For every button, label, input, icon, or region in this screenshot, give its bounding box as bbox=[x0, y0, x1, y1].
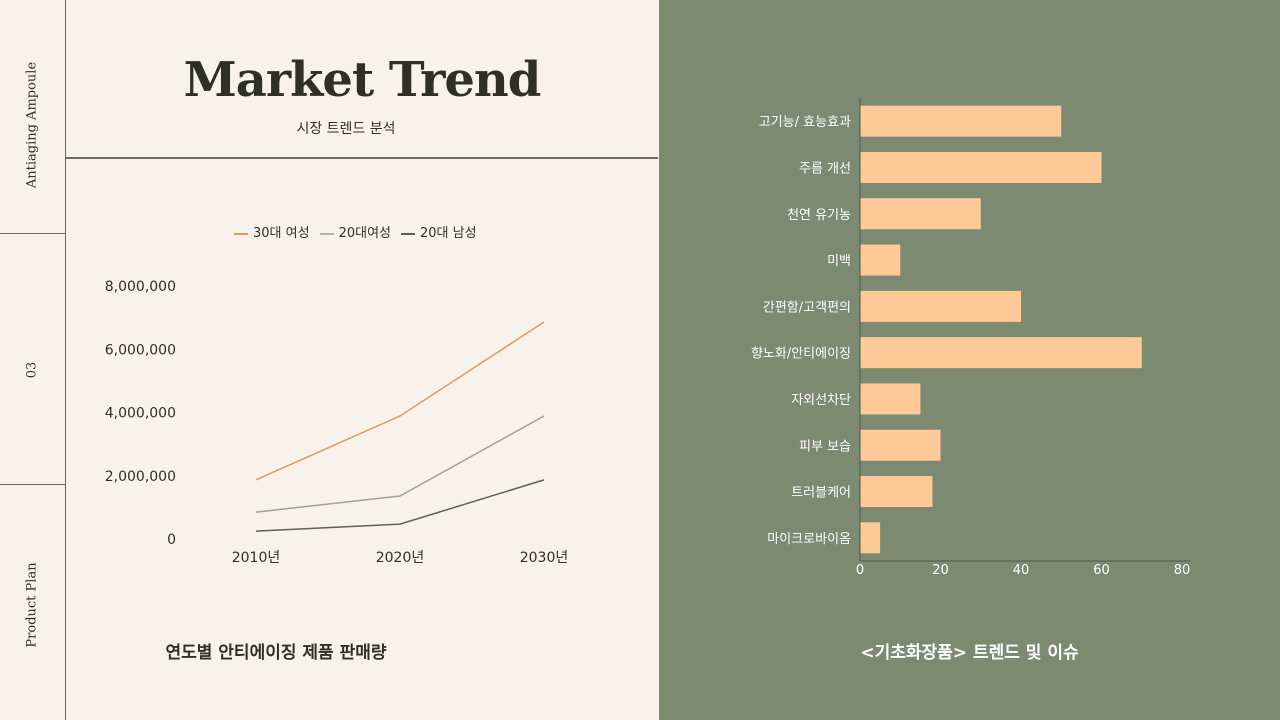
page-title: Market Trend bbox=[183, 52, 542, 108]
bar-chart-title: <기초화장품> 트렌드 및 이슈 bbox=[860, 643, 1079, 663]
legend-label: 30대 여성 bbox=[253, 226, 310, 241]
x-tick-label: 40 bbox=[1013, 563, 1030, 578]
category-label: 간편함/고객편의 bbox=[763, 300, 851, 315]
x-tick-label: 0 bbox=[856, 563, 864, 578]
line-legend: 30대 여성 20대여성 20대 남성 bbox=[234, 222, 477, 241]
x-tick-label: 60 bbox=[1093, 563, 1110, 578]
bar bbox=[860, 151, 1102, 183]
sidebar: Antiaging Ampoule 03 Product Plan bbox=[0, 0, 66, 720]
bar bbox=[860, 198, 981, 230]
series-line bbox=[255, 415, 545, 513]
bar bbox=[860, 383, 921, 415]
category-label: 마이크로바이옴 bbox=[767, 532, 851, 547]
series-line bbox=[255, 479, 545, 532]
page-subtitle: 시장 트렌드 분석 bbox=[296, 121, 396, 137]
x-tick-label: 2020년 bbox=[376, 550, 425, 566]
x-tick-label: 20 bbox=[932, 563, 949, 578]
x-tick-label: 80 bbox=[1174, 563, 1191, 578]
category-label: 천연 유기농 bbox=[787, 208, 851, 223]
legend-item: 30대 여성 bbox=[234, 222, 310, 241]
bar bbox=[860, 337, 1142, 369]
legend-label: 20대여성 bbox=[338, 226, 391, 241]
divider bbox=[0, 233, 65, 234]
y-tick-label: 4,000,000 bbox=[105, 406, 176, 422]
y-tick-label: 6,000,000 bbox=[105, 342, 176, 358]
category-label: 트러블케어 bbox=[791, 486, 851, 501]
line-chart-title: 연도별 안티에이징 제품 판매량 bbox=[165, 643, 387, 663]
category-label: 주름 개선 bbox=[799, 161, 851, 176]
bar bbox=[860, 476, 933, 508]
series-line bbox=[255, 321, 545, 481]
x-tick-label: 2030년 bbox=[520, 550, 569, 566]
divider bbox=[66, 157, 658, 159]
y-tick-label: 0 bbox=[167, 532, 176, 548]
bar bbox=[860, 244, 901, 276]
category-label: 고기능/ 효능효과 bbox=[759, 115, 851, 130]
bar bbox=[860, 105, 1062, 137]
category-label: 향노화/안티에이징 bbox=[751, 347, 851, 362]
category-label: 미백 bbox=[827, 254, 851, 269]
line-chart: 0 2,000,000 4,000,000 6,000,000 8,000,000 201… bbox=[105, 279, 569, 566]
y-tick-label: 2,000,000 bbox=[105, 469, 176, 485]
x-tick-label: 2010년 bbox=[232, 550, 281, 566]
divider bbox=[0, 484, 65, 485]
legend-label: 20대 남성 bbox=[420, 226, 477, 241]
category-label: 피부 보습 bbox=[799, 439, 851, 454]
legend-item: 20대 남성 bbox=[401, 222, 477, 241]
bar bbox=[860, 522, 881, 554]
category-label: 자외선차단 bbox=[791, 393, 851, 408]
bar bbox=[860, 290, 1021, 322]
y-tick-label: 8,000,000 bbox=[105, 279, 176, 295]
legend-item: 20대여성 bbox=[319, 222, 391, 241]
bar bbox=[860, 429, 941, 461]
